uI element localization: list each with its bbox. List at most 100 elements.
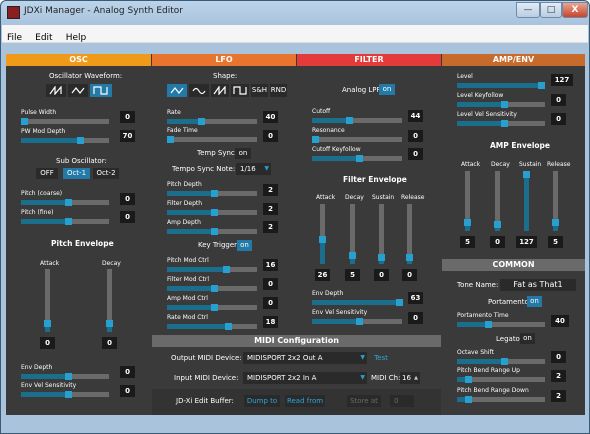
lfo-pitch-depth-slider[interactable]: [167, 190, 257, 197]
osc-wave-triangle-button[interactable]: [68, 84, 88, 97]
lfo-shape-sh-button[interactable]: S&H: [251, 84, 268, 97]
lfo-pitch-depth-value: 2: [263, 184, 278, 196]
cutoff-keyfollow-slider[interactable]: [312, 155, 402, 162]
pw-mod-depth-slider[interactable]: [21, 137, 109, 144]
lfo-shape-square-button[interactable]: [231, 84, 249, 97]
amp-attack-slider[interactable]: [464, 171, 471, 231]
sub-osc-oct1-button[interactable]: Oct-1: [63, 168, 90, 179]
amp-level-slider[interactable]: [457, 82, 545, 89]
chevron-down-icon: ▼: [264, 165, 269, 172]
store-at-button[interactable]: Store at: [347, 395, 381, 407]
lfo-pitch-depth-label: Pitch Depth: [167, 181, 202, 188]
pitch-bend-up-slider[interactable]: [457, 376, 545, 383]
menu-bar: File Edit Help: [2, 25, 588, 43]
close-button[interactable]: X: [562, 2, 588, 18]
amp-sustain-slider[interactable]: [523, 171, 530, 231]
lfo-amp-depth-slider[interactable]: [167, 228, 257, 235]
filter-attack-slider[interactable]: [319, 204, 326, 264]
temp-sync-toggle[interactable]: on: [235, 148, 251, 159]
amp-mod-ctrl-slider[interactable]: [167, 304, 257, 311]
filter-sustain-slider[interactable]: [378, 204, 385, 264]
portamento-toggle[interactable]: on: [527, 296, 542, 307]
pitch-env-decay-slider[interactable]: [106, 269, 113, 332]
pitch-env-attack-slider[interactable]: [44, 269, 51, 332]
osc-env-vel-sens-label: Env Vel Sensitivity: [21, 382, 77, 389]
pulse-width-label: Pulse Width: [21, 109, 57, 116]
rate-mod-ctrl-slider[interactable]: [167, 323, 257, 330]
store-slot-value: 0: [394, 397, 399, 405]
pitch-coarse-slider[interactable]: [21, 199, 109, 206]
lfo-filter-depth-slider[interactable]: [167, 209, 257, 216]
filter-env-vel-sens-label: Env Vel Sensitivity: [312, 309, 368, 316]
osc-wave-square-button[interactable]: [90, 84, 112, 97]
analog-lpf-toggle[interactable]: on: [379, 84, 395, 95]
amp-release-slider[interactable]: [552, 171, 559, 231]
lfo-shape-triangle-button[interactable]: [167, 84, 187, 97]
filter-env-vel-sens-slider[interactable]: [312, 318, 402, 325]
sub-osc-label: Sub Oscillator:: [56, 157, 107, 165]
input-midi-device-value: MIDISPORT 2x2 In A: [247, 374, 317, 382]
amp-release-label: Release: [547, 161, 571, 168]
filter-release-value: 0: [402, 269, 417, 281]
osc-env-depth-slider[interactable]: [21, 373, 109, 380]
tone-name-label: Tone Name:: [457, 281, 499, 289]
input-midi-device-label: Input MIDI Device:: [174, 374, 239, 382]
pitch-fine-slider[interactable]: [21, 218, 109, 225]
dump-to-button[interactable]: Dump to: [244, 395, 280, 407]
cutoff-slider[interactable]: [312, 117, 402, 124]
lfo-fade-time-value: 0: [263, 130, 278, 142]
lfo-fade-time-slider[interactable]: [167, 136, 257, 143]
level-keyfollow-slider[interactable]: [457, 101, 545, 108]
pitch-mod-ctrl-slider[interactable]: [167, 266, 257, 273]
pitch-mod-ctrl-value: 16: [263, 259, 278, 271]
osc-wave-saw-button[interactable]: [46, 84, 66, 97]
resonance-slider[interactable]: [312, 136, 402, 143]
legato-toggle[interactable]: on: [520, 333, 535, 344]
lfo-rate-slider[interactable]: [167, 118, 257, 125]
octave-shift-slider[interactable]: [457, 358, 545, 365]
midi-channel-spinbox[interactable]: 16 ▲: [400, 372, 420, 384]
pw-mod-depth-label: PW Mod Depth: [21, 128, 66, 135]
pitch-env-decay-label: Decay: [102, 260, 121, 267]
amp-decay-slider[interactable]: [494, 171, 501, 231]
menu-file[interactable]: File: [7, 33, 23, 43]
midi-config-header: MIDI Configuration: [152, 335, 441, 347]
triangle-wave-icon: [71, 87, 85, 94]
cutoff-value: 44: [408, 110, 423, 122]
osc-env-vel-sens-slider[interactable]: [21, 391, 109, 398]
midi-channel-value: 16: [402, 374, 411, 382]
tone-name-input[interactable]: Fat as That1: [500, 279, 576, 291]
amp-sustain-value: 127: [516, 236, 537, 248]
menu-edit[interactable]: Edit: [35, 33, 53, 43]
store-slot-spinbox[interactable]: 0: [390, 395, 414, 407]
maximize-button[interactable]: □: [540, 2, 562, 18]
pitch-bend-down-slider[interactable]: [457, 396, 545, 403]
level-vel-sens-slider[interactable]: [457, 120, 545, 127]
amp-mod-ctrl-value: 0: [263, 297, 278, 309]
minimize-button[interactable]: —: [516, 2, 540, 18]
lfo-amp-depth-value: 2: [263, 221, 278, 233]
tempo-sync-note-select[interactable]: 1/16 ▼: [236, 163, 271, 175]
filter-release-slider[interactable]: [406, 204, 413, 264]
pitch-env-attack-value: 0: [40, 337, 55, 349]
filter-decay-slider[interactable]: [349, 204, 356, 264]
sub-osc-off-button[interactable]: OFF: [36, 168, 58, 179]
lfo-shape-sine-button[interactable]: [189, 84, 209, 97]
filter-decay-value: 5: [345, 269, 360, 281]
key-trigger-toggle[interactable]: on: [237, 240, 252, 251]
portamento-time-slider[interactable]: [457, 321, 545, 328]
filter-env-depth-slider[interactable]: [312, 299, 403, 306]
lfo-shape-rnd-button[interactable]: RND: [270, 84, 287, 97]
input-midi-device-select[interactable]: MIDISPORT 2x2 In A ▼: [243, 372, 367, 384]
midi-test-button[interactable]: Test: [374, 354, 388, 362]
lfo-shape-saw-button[interactable]: [211, 84, 229, 97]
sub-osc-oct2-button[interactable]: Oct-2: [93, 168, 119, 179]
output-midi-device-select[interactable]: MIDISPORT 2x2 Out A ▼: [243, 352, 367, 364]
filter-mod-ctrl-slider[interactable]: [167, 285, 257, 292]
read-from-button[interactable]: Read from: [285, 395, 325, 407]
menu-help[interactable]: Help: [65, 33, 87, 43]
pitch-envelope-title: Pitch Envelope: [51, 239, 114, 248]
title-bar[interactable]: JDXi Manager - Analog Synth Editor — □ X: [1, 1, 589, 25]
amp-decay-label: Decay: [491, 161, 510, 168]
pulse-width-slider[interactable]: [21, 118, 109, 125]
